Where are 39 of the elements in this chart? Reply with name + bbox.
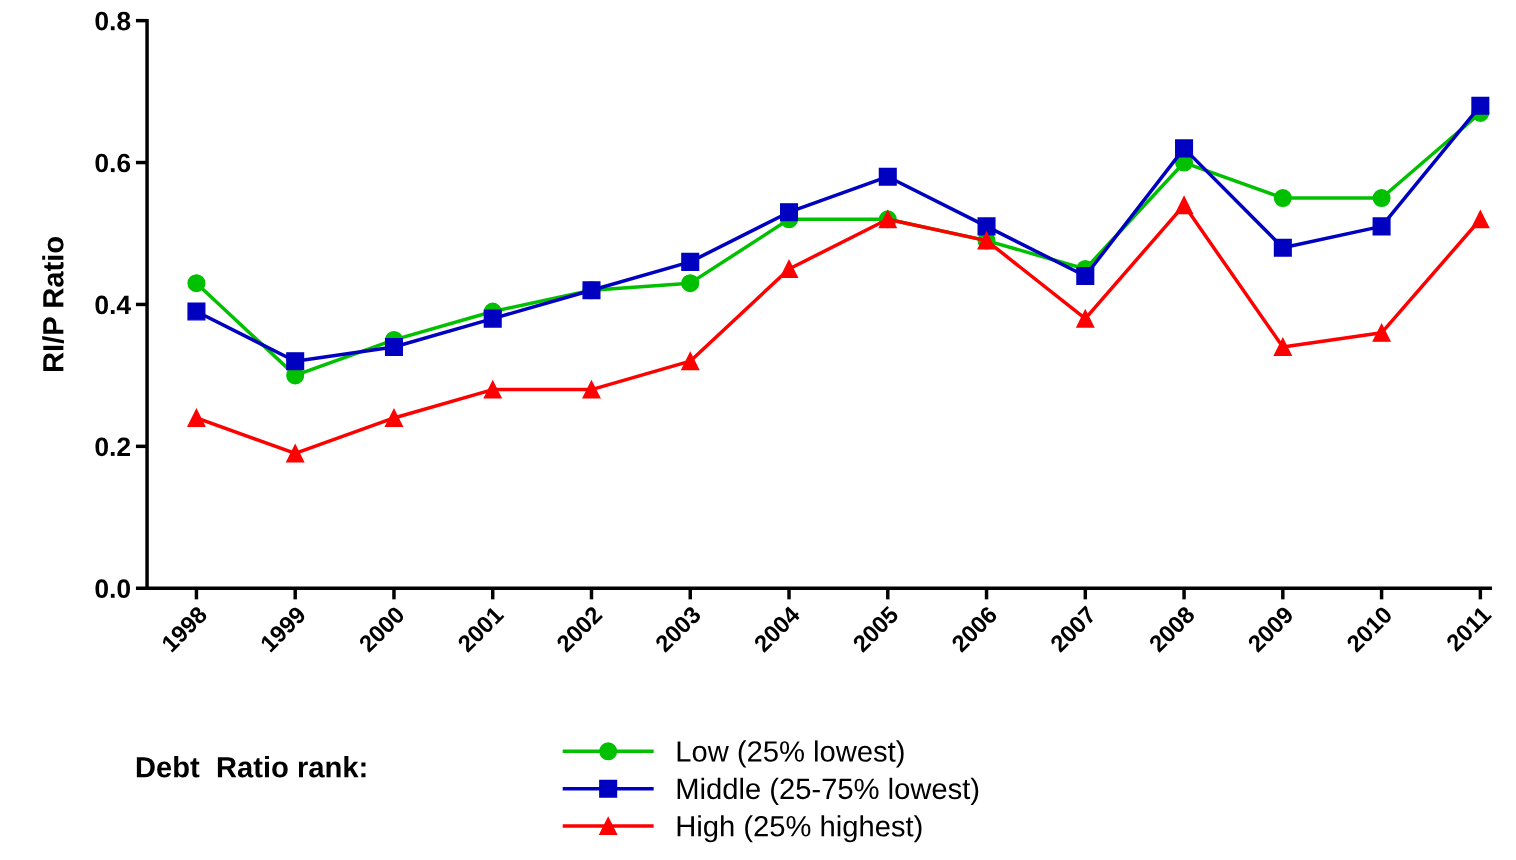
legend-label: Low (25% lowest) (677, 740, 904, 768)
point (779, 259, 799, 278)
point (483, 309, 502, 328)
y-tick-label: 0.0 (95, 579, 130, 599)
point (681, 252, 700, 271)
point (1372, 188, 1391, 208)
point (681, 274, 700, 293)
point (977, 217, 996, 236)
y-tick-label: 0.4 (95, 295, 131, 315)
point (1076, 267, 1095, 286)
y-tick-label: 0.2 (95, 437, 131, 457)
point (187, 302, 206, 321)
point (1471, 96, 1490, 115)
point (483, 380, 502, 399)
point (384, 408, 403, 427)
point (1273, 188, 1292, 208)
point (1273, 238, 1292, 257)
legend-label: High (25% highest) (677, 815, 922, 843)
point (1076, 309, 1095, 328)
y-axis-title: RI/P Ratio (42, 236, 64, 372)
point (286, 444, 305, 463)
point (1175, 139, 1194, 158)
point (878, 167, 897, 186)
point (582, 380, 601, 399)
point (286, 352, 305, 371)
y-tick-label: 0.6 (95, 153, 131, 173)
point (779, 203, 799, 222)
point (187, 408, 206, 427)
point (1471, 210, 1490, 229)
point (384, 337, 403, 357)
legend-label: Middle (25-75% lowest) (677, 777, 979, 805)
y-tick-label: 0.8 (95, 11, 131, 31)
legend-title: Debt Ratio rank: (136, 756, 366, 778)
point (1273, 337, 1292, 357)
point (1372, 323, 1391, 342)
point (187, 274, 206, 293)
point (1175, 196, 1194, 215)
point (681, 352, 700, 371)
point (1372, 217, 1391, 236)
